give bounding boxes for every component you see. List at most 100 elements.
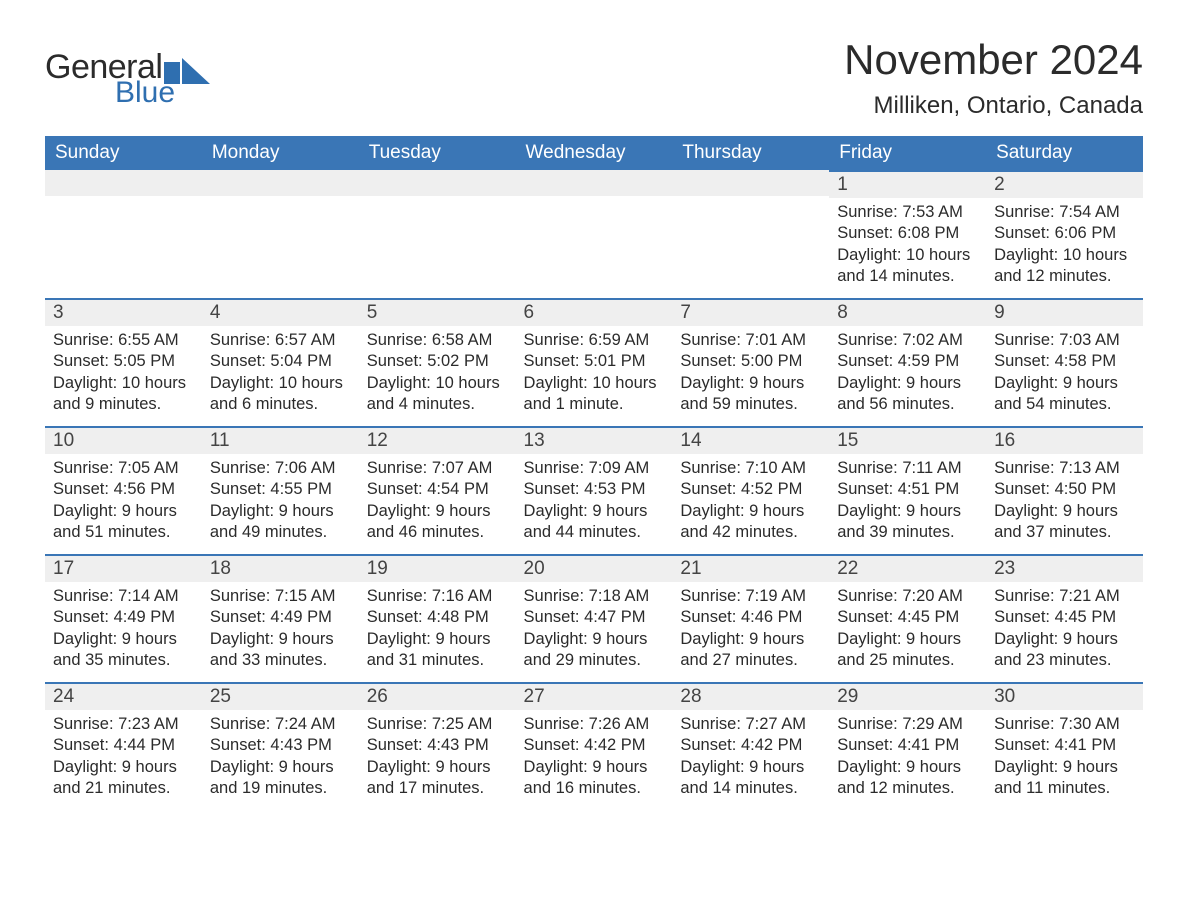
field-label: Sunset: [524, 480, 580, 498]
day-details: Sunrise: 7:19 AMSunset: 4:46 PMDaylight:… [672, 582, 829, 682]
field-value: 4:55 PM [270, 480, 331, 498]
field-label: Sunset: [367, 736, 423, 754]
page-header: General Blue November 2024 Milliken, Ont… [45, 36, 1143, 120]
field-label: Sunset: [994, 480, 1050, 498]
field-label: Sunset: [367, 608, 423, 626]
field-label: Sunrise: [837, 587, 898, 605]
day-number: 23 [986, 554, 1143, 582]
calendar-day-cell: 7Sunrise: 7:01 AMSunset: 5:00 PMDaylight… [672, 298, 829, 426]
field-label: Sunrise: [367, 587, 428, 605]
calendar-day-cell: 29Sunrise: 7:29 AMSunset: 4:41 PMDayligh… [829, 682, 986, 810]
calendar-body: 1Sunrise: 7:53 AMSunset: 6:08 PMDaylight… [45, 170, 1143, 810]
field-value: 4:43 PM [427, 736, 488, 754]
weekday-header: Monday [202, 136, 359, 170]
field-label: Sunrise: [837, 459, 898, 477]
field-label: Sunset: [680, 608, 736, 626]
field-label: Sunrise: [53, 331, 114, 349]
day-number: 10 [45, 426, 202, 454]
day-number: 14 [672, 426, 829, 454]
weekday-header: Friday [829, 136, 986, 170]
field-value: 4:51 PM [898, 480, 959, 498]
field-label: Sunset: [680, 736, 736, 754]
field-label: Sunrise: [367, 715, 428, 733]
day-number: 5 [359, 298, 516, 326]
field-label: Sunrise: [680, 715, 741, 733]
field-value: 4:54 PM [427, 480, 488, 498]
empty-daynum-bar [45, 170, 202, 196]
day-details: Sunrise: 6:55 AMSunset: 5:05 PMDaylight:… [45, 326, 202, 426]
field-value: 4:53 PM [584, 480, 645, 498]
day-number: 30 [986, 682, 1143, 710]
calendar-day-cell: 28Sunrise: 7:27 AMSunset: 4:42 PMDayligh… [672, 682, 829, 810]
day-number: 17 [45, 554, 202, 582]
weekday-header: Thursday [672, 136, 829, 170]
field-label: Sunset: [53, 352, 109, 370]
field-value: 7:54 AM [1059, 203, 1120, 221]
field-value: 7:53 AM [902, 203, 963, 221]
field-label: Sunset: [524, 736, 580, 754]
field-value: 6:59 AM [589, 331, 650, 349]
field-label: Sunset: [367, 352, 423, 370]
field-label: Sunrise: [53, 459, 114, 477]
field-value: 5:05 PM [114, 352, 175, 370]
field-value: 4:48 PM [427, 608, 488, 626]
calendar-day-cell: 13Sunrise: 7:09 AMSunset: 4:53 PMDayligh… [516, 426, 673, 554]
field-label: Sunrise: [210, 331, 271, 349]
day-number: 21 [672, 554, 829, 582]
field-label: Sunset: [367, 480, 423, 498]
field-value: 5:04 PM [270, 352, 331, 370]
field-value: 6:55 AM [118, 331, 179, 349]
field-value: 7:30 AM [1059, 715, 1120, 733]
field-value: 7:18 AM [589, 587, 650, 605]
day-number: 7 [672, 298, 829, 326]
weekday-header: Saturday [986, 136, 1143, 170]
field-value: 7:05 AM [118, 459, 179, 477]
field-label: Sunrise: [524, 587, 585, 605]
calendar-day-cell: 26Sunrise: 7:25 AMSunset: 4:43 PMDayligh… [359, 682, 516, 810]
empty-daynum-bar [516, 170, 673, 196]
daylight-line: Daylight: 9 hours and 59 minutes. [680, 373, 821, 416]
daylight-line: Daylight: 10 hours and 12 minutes. [994, 245, 1135, 288]
field-label: Sunrise: [524, 459, 585, 477]
field-value: 7:16 AM [432, 587, 493, 605]
field-value: 6:06 PM [1055, 224, 1116, 242]
day-details: Sunrise: 6:57 AMSunset: 5:04 PMDaylight:… [202, 326, 359, 426]
day-number: 4 [202, 298, 359, 326]
daylight-line: Daylight: 9 hours and 51 minutes. [53, 501, 194, 544]
day-details: Sunrise: 7:21 AMSunset: 4:45 PMDaylight:… [986, 582, 1143, 682]
calendar-day-cell: 17Sunrise: 7:14 AMSunset: 4:49 PMDayligh… [45, 554, 202, 682]
daylight-line: Daylight: 9 hours and 14 minutes. [680, 757, 821, 800]
field-label: Sunrise: [210, 587, 271, 605]
calendar-empty-cell [672, 170, 829, 298]
day-details: Sunrise: 7:07 AMSunset: 4:54 PMDaylight:… [359, 454, 516, 554]
calendar-day-cell: 24Sunrise: 7:23 AMSunset: 4:44 PMDayligh… [45, 682, 202, 810]
calendar-day-cell: 11Sunrise: 7:06 AMSunset: 4:55 PMDayligh… [202, 426, 359, 554]
daylight-line: Daylight: 9 hours and 25 minutes. [837, 629, 978, 672]
day-details: Sunrise: 7:26 AMSunset: 4:42 PMDaylight:… [516, 710, 673, 810]
day-number: 19 [359, 554, 516, 582]
day-details: Sunrise: 7:20 AMSunset: 4:45 PMDaylight:… [829, 582, 986, 682]
field-value: 4:45 PM [898, 608, 959, 626]
daylight-line: Daylight: 9 hours and 31 minutes. [367, 629, 508, 672]
calendar-day-cell: 1Sunrise: 7:53 AMSunset: 6:08 PMDaylight… [829, 170, 986, 298]
field-value: 7:19 AM [746, 587, 807, 605]
day-details: Sunrise: 7:09 AMSunset: 4:53 PMDaylight:… [516, 454, 673, 554]
daylight-line: Daylight: 9 hours and 42 minutes. [680, 501, 821, 544]
daylight-line: Daylight: 9 hours and 39 minutes. [837, 501, 978, 544]
field-value: 4:49 PM [270, 608, 331, 626]
field-label: Sunset: [994, 608, 1050, 626]
field-value: 7:29 AM [902, 715, 963, 733]
day-number: 18 [202, 554, 359, 582]
calendar-week-row: 3Sunrise: 6:55 AMSunset: 5:05 PMDaylight… [45, 298, 1143, 426]
field-value: 4:45 PM [1055, 608, 1116, 626]
field-label: Sunset: [524, 608, 580, 626]
day-number: 1 [829, 170, 986, 198]
day-number: 8 [829, 298, 986, 326]
day-details: Sunrise: 7:25 AMSunset: 4:43 PMDaylight:… [359, 710, 516, 810]
field-label: Sunset: [994, 352, 1050, 370]
daylight-line: Daylight: 9 hours and 23 minutes. [994, 629, 1135, 672]
calendar-day-cell: 18Sunrise: 7:15 AMSunset: 4:49 PMDayligh… [202, 554, 359, 682]
field-value: 7:06 AM [275, 459, 336, 477]
field-value: 4:47 PM [584, 608, 645, 626]
calendar-empty-cell [202, 170, 359, 298]
